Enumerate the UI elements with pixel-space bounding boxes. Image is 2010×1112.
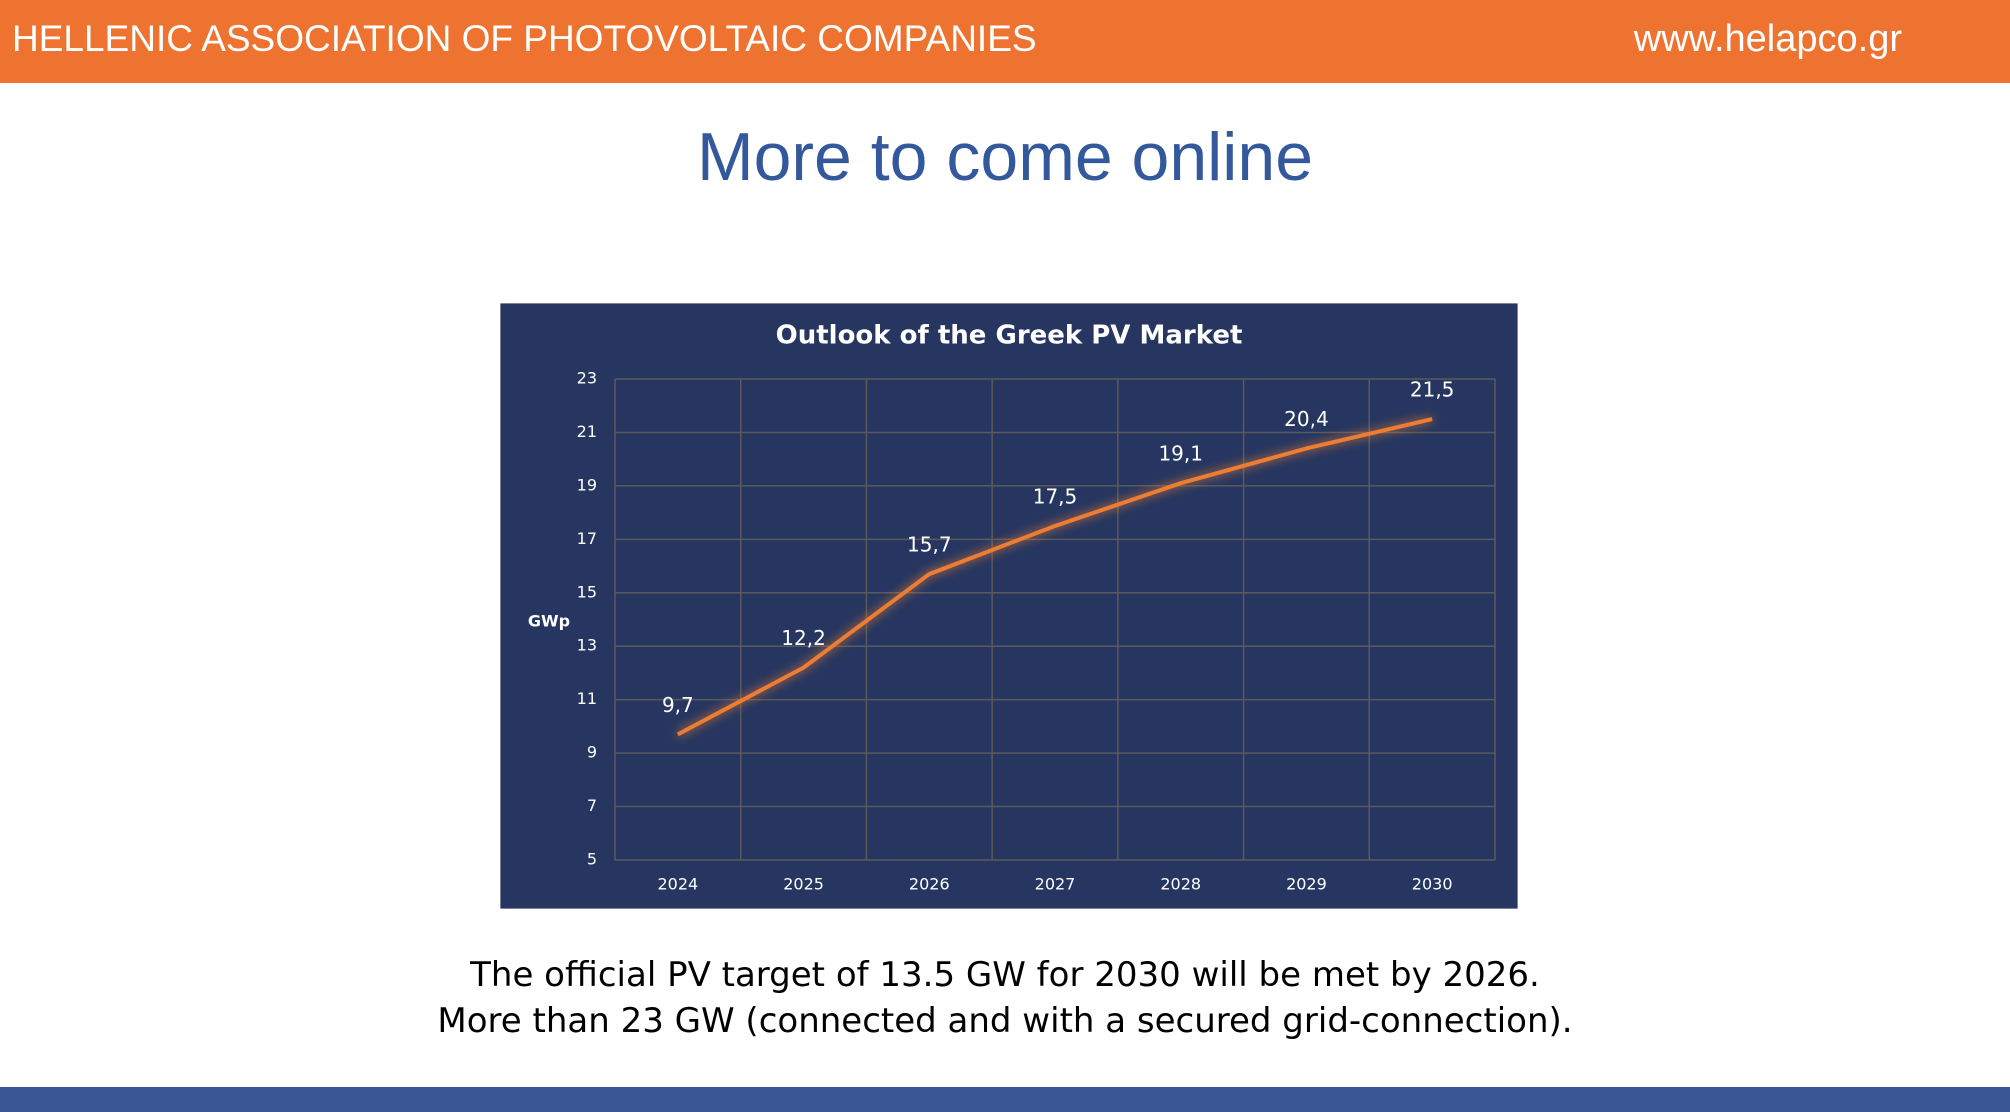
x-tick-label: 2030 — [1412, 875, 1453, 894]
y-tick-label: 17 — [577, 529, 597, 548]
data-label: 9,7 — [662, 693, 694, 717]
chart-title: Outlook of the Greek PV Market — [776, 321, 1243, 351]
footer-bar — [0, 1087, 2010, 1112]
note: The official PV target of 13.5 GW for 20… — [470, 955, 1540, 995]
data-label: 17,5 — [1033, 484, 1078, 508]
data-label: 20,4 — [1284, 407, 1329, 431]
data-label: 15,7 — [907, 533, 952, 557]
y-tick-label: 23 — [577, 369, 597, 388]
x-tick-label: 2029 — [1286, 875, 1327, 894]
data-label: 19,1 — [1158, 442, 1203, 466]
y-axis-label: GWp — [528, 612, 570, 631]
slide-title: More to come online — [696, 119, 1314, 195]
organization: HELLENIC ASSOCIATION OF PHOTOVOLTAIC COM… — [12, 18, 1037, 59]
x-tick-label: 2028 — [1160, 875, 1201, 894]
y-tick-label: 13 — [577, 636, 597, 655]
chart-background — [500, 303, 1518, 909]
x-tick-label: 2025 — [783, 875, 824, 894]
y-tick-label: 5 — [587, 850, 597, 869]
note: More than 23 GW (connected and with a se… — [437, 1001, 1573, 1041]
data-label: 21,5 — [1410, 378, 1455, 402]
x-tick-label: 2024 — [657, 875, 698, 894]
y-tick-label: 7 — [587, 796, 597, 815]
website: www.helapco.gr — [1633, 18, 1902, 60]
y-tick-label: 9 — [587, 743, 597, 762]
y-tick-label: 11 — [577, 689, 597, 708]
chart: Outlook of the Greek PV Market GWp 5 7 9 11… — [500, 303, 1518, 909]
y-tick-label: 21 — [577, 422, 597, 441]
x-tick-label: 2026 — [909, 875, 950, 894]
data-label: 12,2 — [781, 626, 826, 650]
header-bar: HELLENIC ASSOCIATION OF PHOTOVOLTAIC COM… — [0, 0, 2010, 83]
line — [676, 417, 1433, 737]
y-tick-label: 15 — [577, 582, 597, 601]
y-tick-label: 19 — [577, 475, 597, 494]
x-tick-label: 2027 — [1035, 875, 1076, 894]
